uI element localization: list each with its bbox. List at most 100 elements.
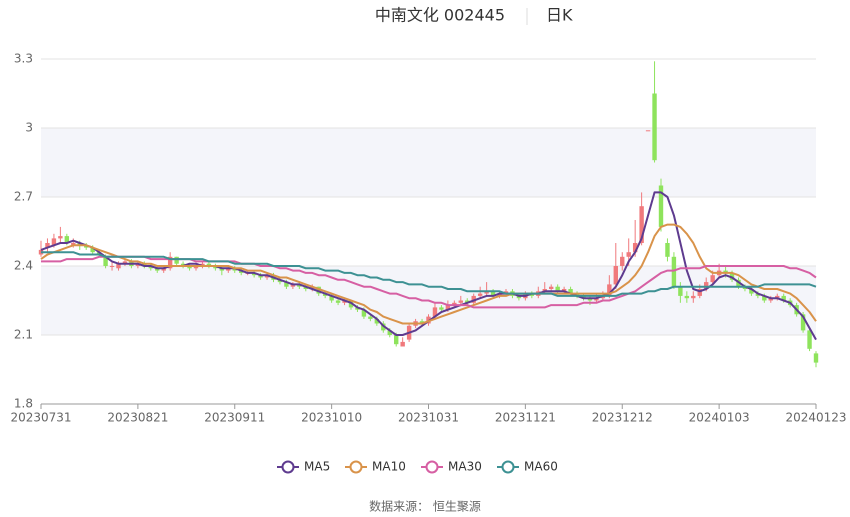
candle-body: [555, 286, 560, 292]
candle-body: [116, 263, 121, 269]
candle-body: [671, 256, 677, 287]
candle-body: [193, 266, 199, 269]
candle-body: [90, 247, 95, 253]
candle-body: [394, 335, 399, 345]
y-tick-label: 3.3: [14, 52, 33, 66]
candle-body: [781, 295, 786, 301]
candle-body: [691, 295, 696, 299]
x-tick-label: 20240123: [785, 411, 846, 425]
candle-body: [213, 266, 218, 269]
candle-body: [600, 295, 606, 299]
candle-body: [568, 289, 573, 294]
candle-body: [226, 268, 231, 271]
x-tick-label: 20231212: [592, 411, 653, 425]
chart-title: 中南文化 002445: [375, 6, 505, 25]
x-tick-label: 20231031: [398, 411, 459, 425]
candle-body: [174, 256, 179, 264]
candle-body: [704, 282, 709, 289]
candle-body: [445, 305, 451, 310]
candle-body: [587, 298, 593, 301]
candle-body: [581, 295, 586, 299]
y-tick-label: 2.4: [14, 259, 33, 273]
candle-body: [58, 236, 63, 239]
chart-subtitle: 日K: [546, 6, 573, 25]
candle-body: [374, 318, 380, 324]
candle-body: [465, 300, 470, 303]
candle-body: [755, 293, 761, 296]
candle-body: [626, 252, 631, 257]
candle-body: [316, 286, 321, 294]
legend-label: MA30: [448, 460, 482, 474]
candle-body: [516, 295, 522, 299]
candle-body: [335, 300, 341, 303]
candle-body: [484, 291, 489, 294]
candle-body: [64, 236, 70, 243]
y-tick-label: 2.1: [14, 328, 33, 342]
y-tick-label: 2.7: [14, 190, 33, 204]
candle-body: [813, 353, 819, 363]
candle-body: [529, 293, 535, 296]
x-tick-label: 20231121: [495, 411, 556, 425]
candle-body: [187, 266, 192, 269]
candle-body: [297, 284, 302, 287]
candle-body: [368, 316, 373, 319]
candle-body: [51, 238, 57, 246]
legend-label: MA10: [372, 460, 406, 474]
x-tick-label: 20230731: [10, 411, 71, 425]
candle-body: [45, 243, 50, 248]
candle-body: [762, 295, 767, 301]
candle-body: [645, 130, 651, 132]
candle-body: [84, 245, 89, 248]
candle-body: [329, 295, 334, 301]
candle-body: [652, 93, 657, 161]
candle-body: [200, 263, 205, 266]
legend-label: MA5: [304, 460, 330, 474]
candle-body: [361, 309, 367, 317]
candle-body: [490, 291, 496, 296]
candle-body: [749, 289, 754, 294]
x-tick-label: 20230911: [204, 411, 265, 425]
candle-body: [620, 256, 625, 266]
x-tick-label: 20230821: [107, 411, 168, 425]
candle-body: [239, 270, 244, 273]
candle-body: [613, 266, 618, 285]
candle-body: [684, 295, 690, 299]
grid-band: [41, 128, 816, 197]
candle-body: [142, 263, 147, 266]
candle-body: [807, 330, 812, 349]
candle-body: [355, 307, 360, 310]
candle-body: [800, 314, 806, 331]
y-tick-label: 3: [25, 121, 33, 135]
candle-body: [232, 268, 237, 271]
candle-body: [258, 275, 263, 278]
candle-body: [458, 300, 463, 303]
candle-body: [251, 272, 257, 276]
candle-body: [161, 268, 166, 271]
candle-body: [723, 270, 728, 273]
legend-marker: [425, 460, 439, 474]
candle-body: [77, 243, 82, 246]
candle-body: [400, 341, 405, 347]
candle-body: [561, 289, 567, 292]
candle-body: [632, 243, 638, 253]
x-tick-label: 20231010: [301, 411, 362, 425]
candle-body: [729, 272, 735, 280]
candle-body: [768, 298, 773, 301]
candle-body: [103, 256, 108, 266]
candle-body: [658, 185, 664, 227]
x-tick-label: 20240103: [689, 411, 750, 425]
source-note: 数据来源： 恒生聚源: [369, 499, 481, 514]
candle-body: [277, 279, 283, 283]
candle-body: [710, 275, 715, 283]
candle-body: [135, 263, 141, 266]
candle-body: [180, 263, 186, 266]
candle-body: [697, 289, 702, 296]
candle-body: [219, 268, 225, 271]
candle-body: [439, 307, 444, 310]
candle-body: [322, 293, 328, 296]
candle-body: [452, 302, 457, 306]
candle-body: [497, 293, 502, 296]
y-tick-label: 1.8: [14, 397, 33, 411]
candle-body: [607, 284, 612, 296]
